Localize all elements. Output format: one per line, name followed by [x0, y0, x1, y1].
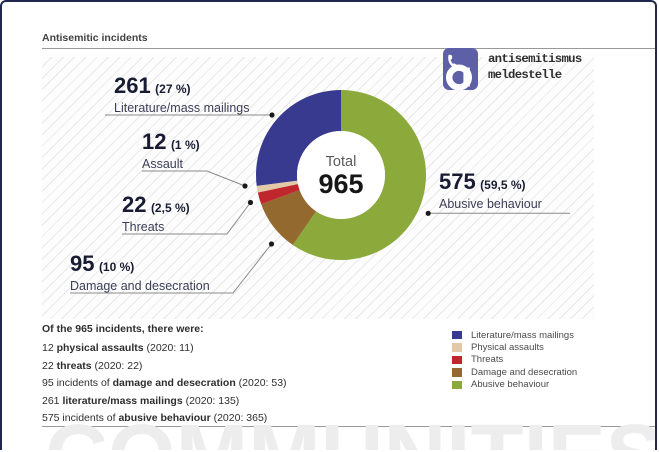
svg-text:965: 965 [318, 169, 363, 199]
svg-text:Total: Total [326, 154, 357, 170]
